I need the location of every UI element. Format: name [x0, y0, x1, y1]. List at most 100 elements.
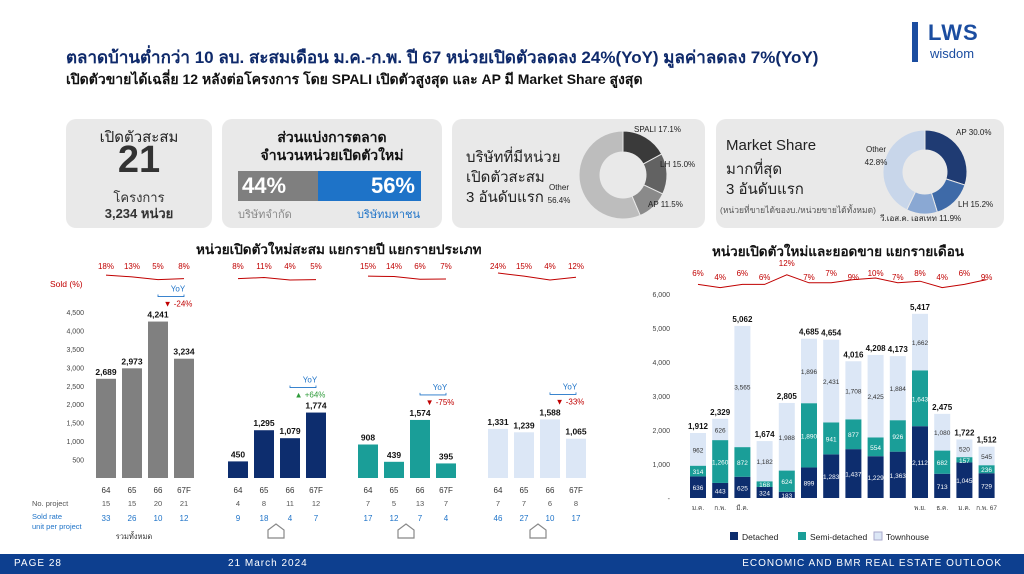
stacked-bar-segment — [934, 473, 951, 498]
sold-label: 7% — [892, 273, 904, 282]
lws-logo: LWS wisdom — [912, 20, 1008, 66]
bar — [96, 378, 116, 478]
footer-report: ECONOMIC AND BMR REAL ESTATE OUTLOOK — [742, 558, 1002, 569]
sold-rate: 9 — [236, 514, 241, 523]
bar-value-label: 1,774 — [305, 401, 327, 411]
bar-value-label: 3,234 — [173, 347, 195, 357]
sold-line — [367, 275, 447, 280]
public-share-bar: 56% — [318, 171, 421, 201]
yoy-value: ▼ -33% — [556, 397, 585, 406]
sold-line — [237, 277, 317, 281]
bar-value-label: 2,689 — [95, 367, 117, 377]
project-count: 5 — [392, 499, 396, 508]
y-tick-label: 1,000 — [652, 462, 670, 469]
y-tick-label: 1,500 — [66, 421, 84, 428]
y-tick-label: 5,000 — [652, 326, 670, 333]
stacked-bar-segment — [934, 450, 951, 474]
stacked-bar-segment — [801, 467, 817, 498]
x-tick-label: 66 — [154, 486, 163, 495]
sold-rate: 4 — [444, 514, 449, 523]
sold-label: 6% — [759, 273, 771, 282]
project-count: 7 — [496, 499, 500, 508]
x-tick-label: ก.พ. — [714, 505, 726, 512]
sold-label: 9% — [981, 273, 993, 282]
bar-value-label: 1,079 — [279, 426, 301, 436]
project-count: 11 — [286, 499, 294, 508]
segment-label: 624 — [781, 479, 792, 486]
donut-label: 42.8% — [865, 158, 888, 167]
y-tick-label: 1,000 — [66, 439, 84, 446]
bar-value-label: 450 — [231, 449, 245, 459]
bar-value-label: 1,574 — [409, 408, 431, 418]
stacked-bar-segment — [823, 422, 840, 455]
donut-label: 56.4% — [548, 196, 571, 205]
segment-label: 1,363 — [890, 473, 907, 480]
sold-label: 7% — [803, 273, 815, 282]
total-label: 5,417 — [910, 303, 931, 312]
footer-date: 21 March 2024 — [228, 558, 308, 569]
segment-label: 183 — [781, 493, 792, 500]
segment-label: 157 — [959, 458, 970, 465]
stacked-bar-segment — [845, 449, 862, 498]
total-label: 2,475 — [932, 403, 953, 412]
sold-rate: 7 — [418, 514, 423, 523]
stacked-bar-segment — [690, 465, 706, 477]
segment-label: 682 — [937, 460, 948, 467]
sold-line — [697, 274, 987, 289]
sold-rate-label: Sold rate — [32, 512, 62, 521]
stacked-bar-segment — [912, 370, 928, 427]
bar-value-label: 4,241 — [147, 310, 169, 320]
ms-line1: Market Share — [726, 137, 817, 154]
stacked-bar-segment — [734, 476, 751, 498]
bar — [384, 461, 404, 478]
logo-sub: wisdom — [930, 46, 975, 61]
sold-rate: 46 — [494, 514, 503, 523]
top-units-donut: SPALI 17.1% LH 15.0% AP 11.5% Other 56.4% — [548, 125, 695, 220]
total-label: 4,654 — [821, 329, 842, 338]
sold-label: 18% — [98, 262, 114, 271]
stacked-bar-segment — [845, 419, 862, 450]
yoy-bracket — [549, 392, 577, 395]
segment-label: 1,229 — [867, 475, 884, 482]
donut-label: LH 15.2% — [958, 200, 993, 209]
stacked-bar-segment — [889, 356, 906, 421]
segment-label: 626 — [715, 427, 726, 434]
sold-label: 5% — [152, 262, 164, 271]
project-count: 8 — [574, 499, 578, 508]
segment-label: 1,708 — [845, 388, 862, 395]
project-count: 4 — [236, 499, 240, 508]
segment-label: 1,283 — [823, 474, 840, 481]
segment-label: 3,565 — [734, 384, 751, 391]
sold-label: 6% — [959, 269, 971, 278]
donut-label: Other — [866, 145, 886, 154]
bar — [148, 321, 168, 478]
top-units-card: บริษัทที่มีหน่วย เปิดตัวสะสม 3 อันดับแรก… — [452, 119, 705, 228]
sold-label: 6% — [737, 269, 749, 278]
stacked-bar-segment — [889, 451, 906, 498]
x-tick-label: มี.ค. — [736, 504, 748, 512]
y-tick-label: 3,000 — [652, 394, 670, 401]
ms-note: (หน่วยที่ขายได้ของบ./หน่วยขายได้ทั้งหมด) — [720, 205, 876, 215]
page-subtitle: เปิดตัวขายได้เฉลี่ย 12 หลังต่อโครงการ โด… — [66, 71, 643, 87]
x-tick-label: 67F — [569, 486, 583, 495]
segment-label: 545 — [981, 454, 992, 461]
bar — [566, 438, 586, 478]
stacked-bar-segment — [823, 339, 840, 423]
x-tick-label: 64 — [102, 486, 111, 495]
logo-main: LWS — [928, 20, 979, 45]
y-tick-label: 4,000 — [66, 328, 84, 335]
left-section-title: หน่วยเปิดตัวใหม่สะสม แยกรายปี แยกรายประเ… — [196, 242, 482, 257]
market-share-donut: AP 30.0% LH 15.2% วี.เอส.ค. เอสเทท 11.9% Ot… — [865, 128, 993, 223]
sold-label: 8% — [178, 262, 190, 271]
total-label: 1,722 — [954, 428, 975, 437]
total-label: 5,062 — [732, 315, 753, 324]
sold-rate: 26 — [128, 514, 137, 523]
stacked-bar-segment — [734, 325, 751, 448]
total-label: 1,512 — [977, 436, 998, 445]
bar-value-label: 908 — [361, 433, 375, 443]
y-tick-label: - — [668, 496, 671, 503]
stacked-bar-segment — [778, 491, 795, 498]
donut-label: AP 11.5% — [648, 200, 683, 209]
sold-label: 4% — [284, 262, 296, 271]
segment-label: 554 — [870, 445, 881, 452]
